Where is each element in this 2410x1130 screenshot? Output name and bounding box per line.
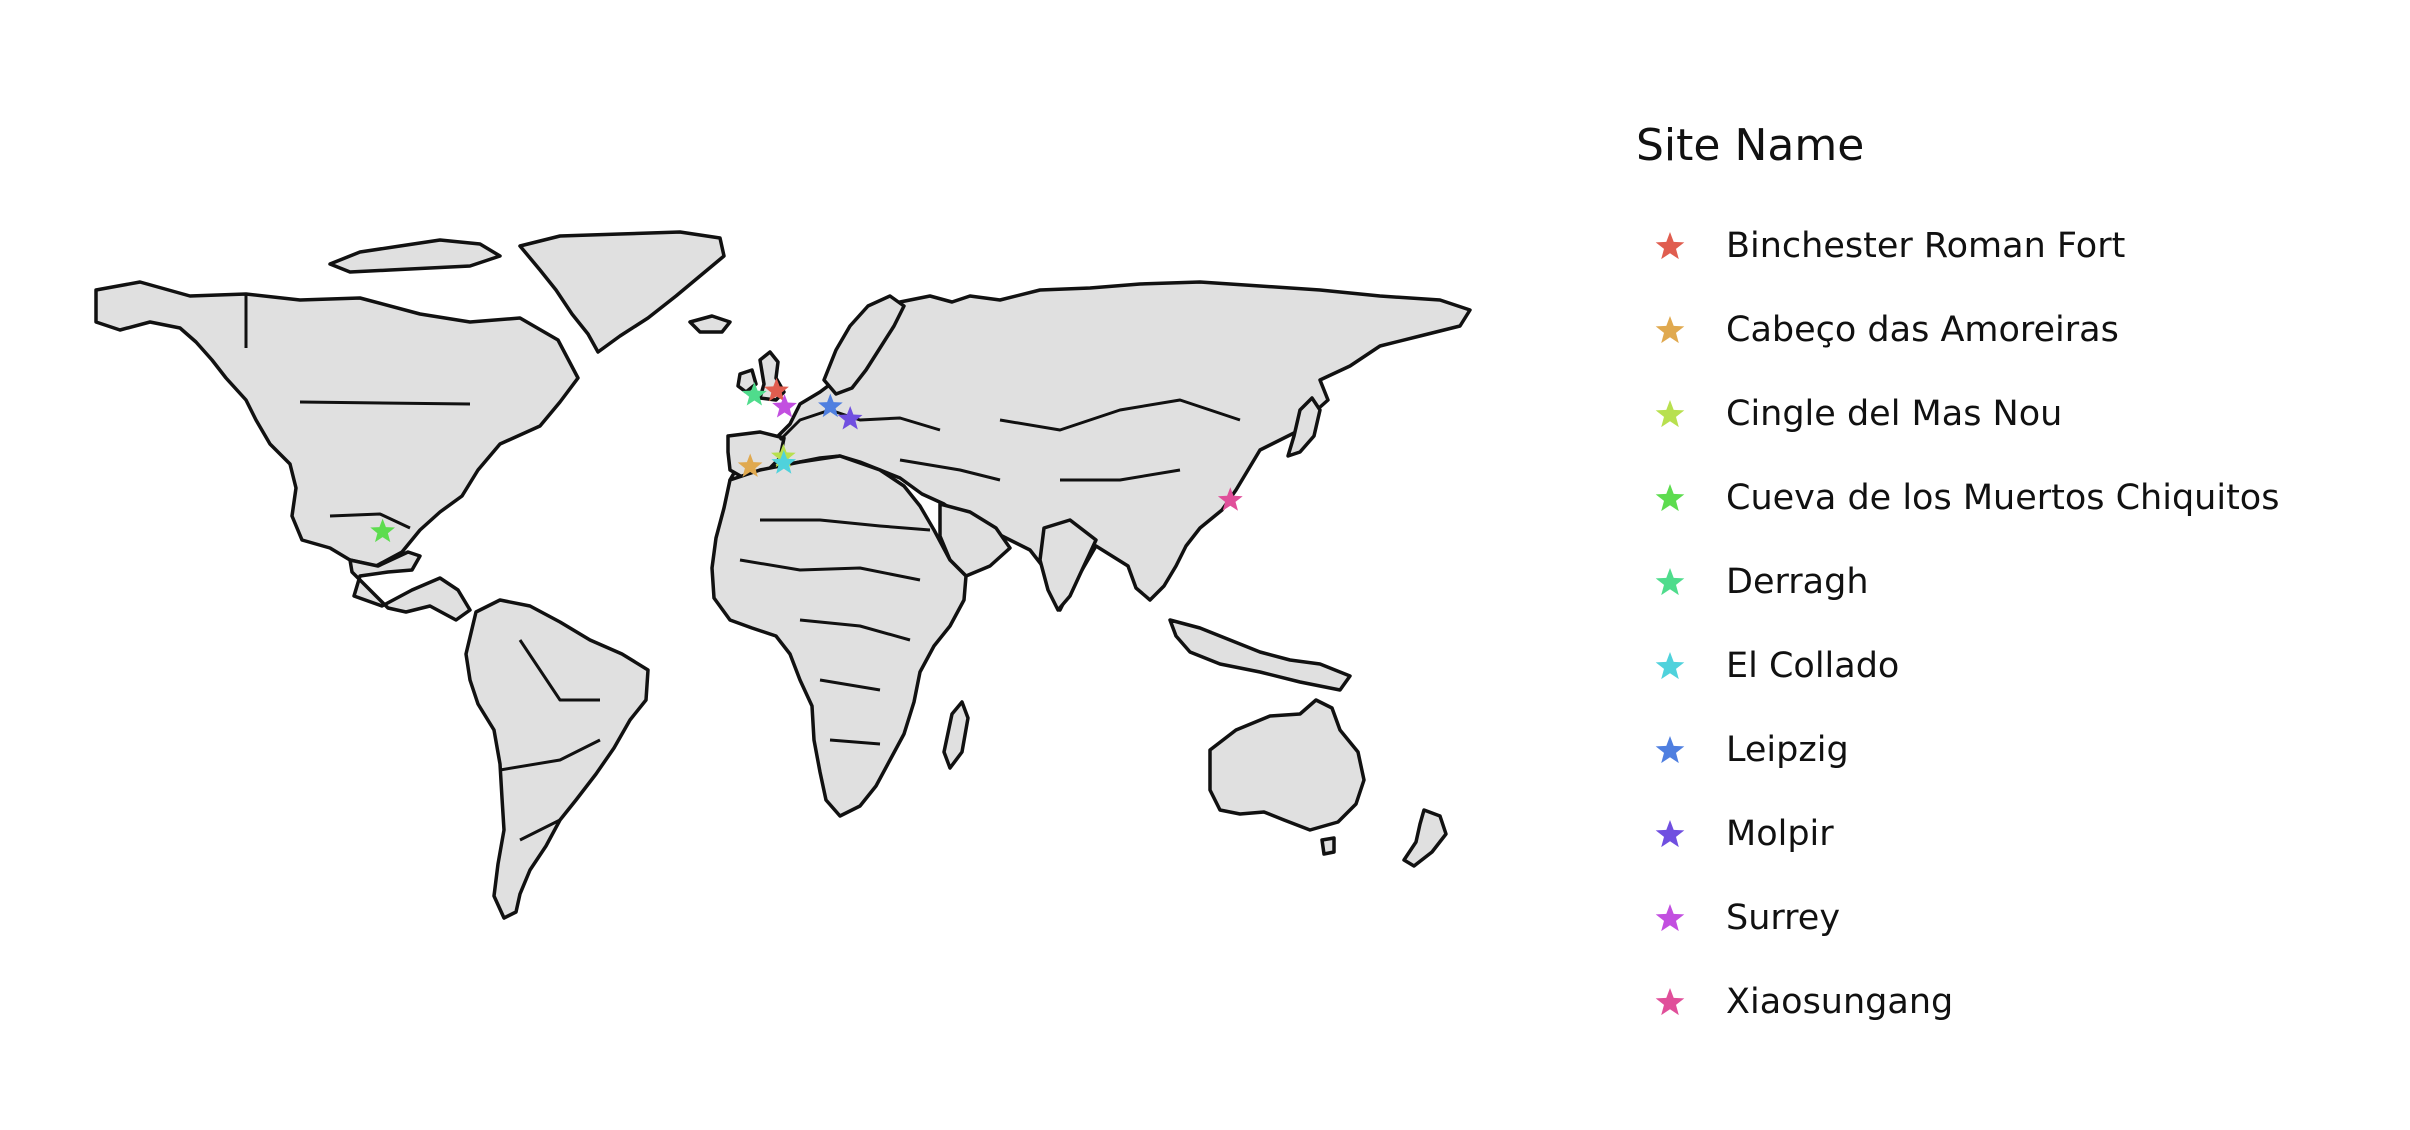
border-canada-usa <box>299 400 471 406</box>
site-marker-derragh <box>742 382 767 406</box>
star-icon <box>1655 736 1685 764</box>
legend-item-el-collado: El Collado <box>1636 624 2279 708</box>
legend: Site Name Binchester Roman Fort Cabeço da… <box>1636 112 2279 1044</box>
scandinavia <box>822 294 906 396</box>
site-marker-binchester-roman-fort <box>764 377 789 402</box>
new-zealand <box>1402 808 1448 868</box>
star-icon <box>1655 484 1685 512</box>
legend-label: Derragh <box>1726 562 1869 602</box>
legend-label: Binchester Roman Fort <box>1726 226 2126 266</box>
borders-south-america <box>499 639 601 842</box>
star-icon <box>1655 232 1685 260</box>
legend-item-cueva-de-los-muertos-chiquitos: Cueva de los Muertos Chiquitos <box>1636 456 2279 540</box>
site-markers <box>370 377 1243 543</box>
legend-label: El Collado <box>1726 646 1900 686</box>
legend-item-binchester-roman-fort: Binchester Roman Fort <box>1636 204 2279 288</box>
australia <box>1208 698 1366 832</box>
site-marker-molpir <box>837 406 863 430</box>
japan <box>1286 396 1322 458</box>
legend-title: Site Name <box>1636 120 1865 171</box>
site-marker-el-collado <box>771 450 797 474</box>
legend-item-cabeco-das-amoreiras: Cabeço das Amoreiras <box>1636 288 2279 372</box>
legend-item-cingle-del-mas-nou: Cingle del Mas Nou <box>1636 372 2279 456</box>
borders-africa <box>739 518 931 746</box>
site-marker-xiaosungang <box>1217 487 1243 511</box>
legend-label: Cingle del Mas Nou <box>1726 394 2063 434</box>
india <box>1038 518 1098 612</box>
legend-label: Cueva de los Muertos Chiquitos <box>1726 478 2280 518</box>
legend-item-surrey: Surrey <box>1636 876 2279 960</box>
star-icon <box>1655 400 1685 428</box>
star-icon <box>1655 988 1685 1016</box>
legend-item-derragh: Derragh <box>1636 540 2279 624</box>
legend-label: Molpir <box>1726 814 1834 854</box>
central-america <box>348 550 472 622</box>
border-usa-mexico <box>329 512 411 530</box>
site-marker-cabeco-das-amoreiras <box>737 453 763 477</box>
ireland <box>736 368 758 394</box>
site-marker-cueva-de-los-muertos-chiquitos <box>370 518 395 543</box>
legend-items: Binchester Roman Fort Cabeço das Amoreira… <box>1636 204 2279 1044</box>
star-icon <box>1655 316 1685 344</box>
tasmania <box>1320 836 1336 856</box>
north-america <box>94 280 580 568</box>
site-marker-surrey <box>772 394 797 418</box>
legend-item-leipzig: Leipzig <box>1636 708 2279 792</box>
star-icon <box>1655 652 1685 680</box>
iceland <box>688 314 732 334</box>
land-layer <box>94 230 1472 920</box>
star-icon <box>1655 904 1685 932</box>
legend-item-xiaosungang: Xiaosungang <box>1636 960 2279 1044</box>
legend-item-molpir: Molpir <box>1636 792 2279 876</box>
star-icon <box>1655 568 1685 596</box>
legend-label: Leipzig <box>1726 730 1849 770</box>
madagascar <box>942 700 970 770</box>
greenland <box>518 230 726 354</box>
legend-label: Xiaosungang <box>1726 982 1954 1022</box>
world-map <box>94 230 1472 920</box>
legend-label: Cabeço das Amoreiras <box>1726 310 2119 350</box>
site-marker-leipzig <box>818 393 843 418</box>
africa <box>710 454 968 818</box>
arctic-islands <box>328 238 502 274</box>
indonesia <box>1168 618 1352 692</box>
star-icon <box>1655 820 1685 848</box>
legend-label: Surrey <box>1726 898 1841 938</box>
